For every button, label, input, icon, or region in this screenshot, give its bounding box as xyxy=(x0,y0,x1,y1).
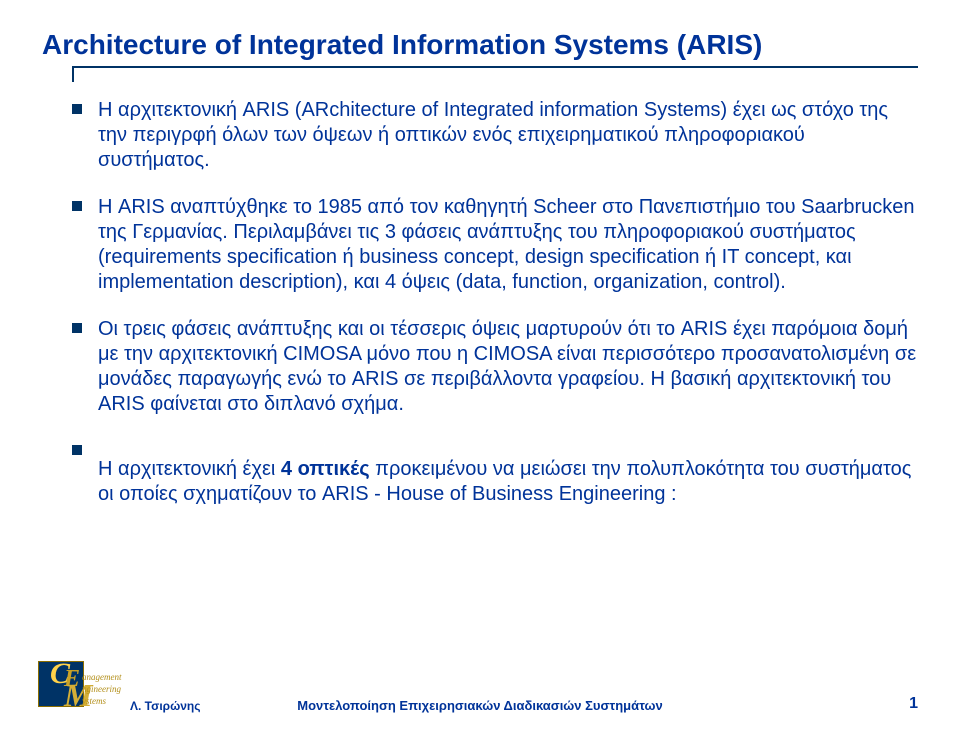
final-bold: 4 οπτικές xyxy=(281,458,370,480)
footer-center: Μοντελοποίηση Επιχειρησιακών Διαδικασιών… xyxy=(297,698,662,713)
footer: Λ. Τσιρώνης Μοντελοποίηση Επιχειρησιακών… xyxy=(0,665,960,713)
bullet-text: Οι τρεις φάσεις ανάπτυξης και οι τέσσερι… xyxy=(98,318,916,415)
final-paragraph: Η αρχιτεκτονική έχει 4 οπτικές προκειμέν… xyxy=(72,457,918,507)
slide-title: Architecture of Integrated Information S… xyxy=(42,28,918,62)
slide: Architecture of Integrated Information S… xyxy=(0,0,960,731)
final-pre: Η αρχιτεκτονική έχει xyxy=(98,458,281,480)
bullet-item: Οι τρεις φάσεις ανάπτυξης και οι τέσσερι… xyxy=(72,317,918,417)
bullet-text: H αρχιτεκτονική ARIS (ARchitecture of In… xyxy=(98,99,888,171)
rule-top xyxy=(72,66,918,68)
bullet-text: Η ARIS αναπτύχθηκε το 1985 από τον καθηγ… xyxy=(98,196,915,293)
page-number: 1 xyxy=(909,695,918,713)
content-area: H αρχιτεκτονική ARIS (ARchitecture of In… xyxy=(42,98,918,507)
footer-author: Λ. Τσιρώνης xyxy=(130,699,200,713)
title-wrap: Architecture of Integrated Information S… xyxy=(42,28,918,62)
bullet-list: H αρχιτεκτονική ARIS (ARchitecture of In… xyxy=(72,98,918,507)
title-rule xyxy=(42,66,918,84)
bullet-item: Η ARIS αναπτύχθηκε το 1985 από τον καθηγ… xyxy=(72,195,918,295)
bullet-item: H αρχιτεκτονική ARIS (ARchitecture of In… xyxy=(72,98,918,173)
bullet-item-empty xyxy=(72,439,918,453)
rule-drop xyxy=(72,66,74,82)
